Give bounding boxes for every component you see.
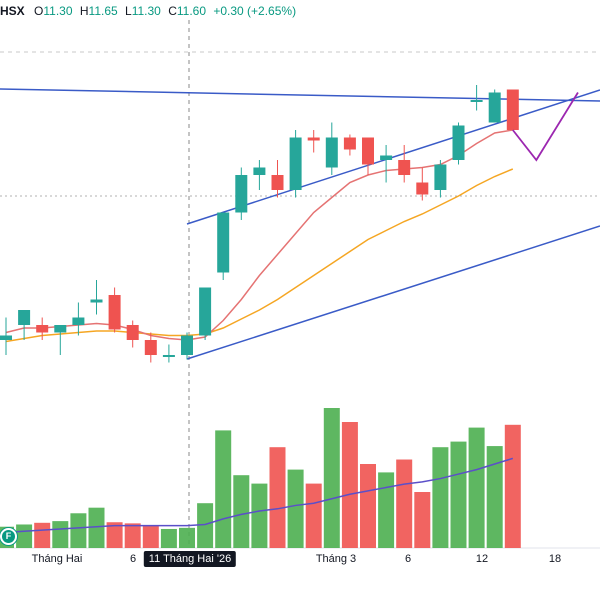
high-value: 11.65 bbox=[88, 4, 118, 18]
volume-bar bbox=[124, 523, 141, 548]
candle-body bbox=[90, 299, 103, 303]
flag-icon[interactable]: F bbox=[0, 528, 17, 545]
volume-bar bbox=[450, 441, 467, 548]
candle-body bbox=[470, 100, 483, 102]
time-axis-label: Tháng Hai bbox=[31, 553, 83, 565]
candle-body bbox=[36, 325, 49, 333]
volume-bar bbox=[197, 503, 214, 548]
candle-body bbox=[0, 335, 12, 340]
volume-bar bbox=[251, 483, 268, 548]
candle-body bbox=[416, 182, 429, 195]
volume-bar bbox=[378, 472, 395, 548]
candle-body bbox=[54, 325, 67, 333]
candle-body bbox=[271, 175, 284, 190]
volume-bar bbox=[468, 427, 485, 548]
volume-bar bbox=[504, 424, 521, 548]
candle-body bbox=[434, 164, 447, 190]
volume-bar bbox=[432, 447, 449, 548]
volume-bar bbox=[233, 475, 250, 548]
channel-lower-line bbox=[186, 225, 600, 360]
channel-upper-line bbox=[186, 89, 600, 225]
volume-bar bbox=[160, 528, 177, 548]
volume-bar bbox=[360, 464, 376, 548]
candle-body bbox=[307, 137, 320, 141]
volume-bar bbox=[323, 408, 340, 548]
candle-body bbox=[253, 167, 266, 175]
candle-body bbox=[235, 175, 248, 213]
time-axis-label: 18 bbox=[548, 553, 562, 565]
candle-body bbox=[380, 155, 393, 160]
volume-bar bbox=[341, 422, 358, 548]
time-axis-label: 12 bbox=[475, 553, 489, 565]
open-label: O bbox=[34, 4, 44, 18]
symbol-label[interactable]: HSX bbox=[0, 4, 25, 18]
candle-body bbox=[452, 125, 465, 160]
candle-body bbox=[18, 310, 31, 325]
candle-body bbox=[108, 295, 121, 330]
volume-bar bbox=[305, 483, 322, 548]
candle-body bbox=[144, 340, 157, 355]
candle-body bbox=[506, 89, 519, 130]
volume-bar bbox=[16, 524, 33, 548]
ma-fast-line bbox=[5, 129, 513, 341]
candle-body bbox=[199, 287, 212, 336]
close-label: C bbox=[168, 4, 177, 18]
time-axis-label: 6 bbox=[129, 553, 137, 565]
candle-body bbox=[162, 355, 175, 357]
volume-bar bbox=[414, 492, 431, 548]
volume-bar bbox=[269, 447, 286, 548]
volume-bar bbox=[486, 446, 503, 548]
time-axis-label: 6 bbox=[404, 553, 412, 565]
low-label: L bbox=[125, 4, 132, 18]
volume-bar bbox=[287, 469, 304, 548]
candle-body bbox=[217, 212, 230, 273]
volume-bar bbox=[142, 525, 159, 548]
volume-bar bbox=[396, 459, 413, 548]
low-value: 11.30 bbox=[131, 4, 161, 18]
crosshair-date-label: 11 Tháng Hai '26 bbox=[143, 551, 237, 567]
volume-ma-line bbox=[5, 457, 514, 534]
candle-body bbox=[325, 137, 338, 168]
time-axis-label: Tháng 3 bbox=[315, 553, 357, 565]
candle-body bbox=[289, 137, 302, 190]
candle-body bbox=[398, 160, 411, 175]
high-label: H bbox=[79, 4, 89, 18]
change-value: +0.30 (+2.65%) bbox=[213, 4, 297, 18]
candle-body bbox=[181, 335, 193, 355]
ma-slow-line bbox=[5, 168, 514, 343]
candle-body bbox=[72, 317, 85, 325]
volume-bar bbox=[215, 430, 232, 548]
candle-body bbox=[362, 137, 374, 165]
candle-body bbox=[343, 137, 356, 150]
volume-bar bbox=[70, 513, 87, 548]
open-value: 11.30 bbox=[43, 4, 73, 18]
ohlc-legend: HSX O11.30 H11.65 L11.30 C11.60 +0.30 (+… bbox=[0, 4, 296, 18]
close-value: 11.60 bbox=[176, 4, 206, 18]
volume-bar bbox=[88, 507, 105, 548]
volume-bar bbox=[34, 522, 51, 548]
volume-bar bbox=[179, 527, 195, 548]
volume-bar bbox=[106, 522, 123, 548]
volume-bar bbox=[52, 521, 69, 548]
projection-path bbox=[512, 92, 579, 162]
candle-body bbox=[126, 325, 139, 340]
candle-body bbox=[488, 92, 501, 123]
